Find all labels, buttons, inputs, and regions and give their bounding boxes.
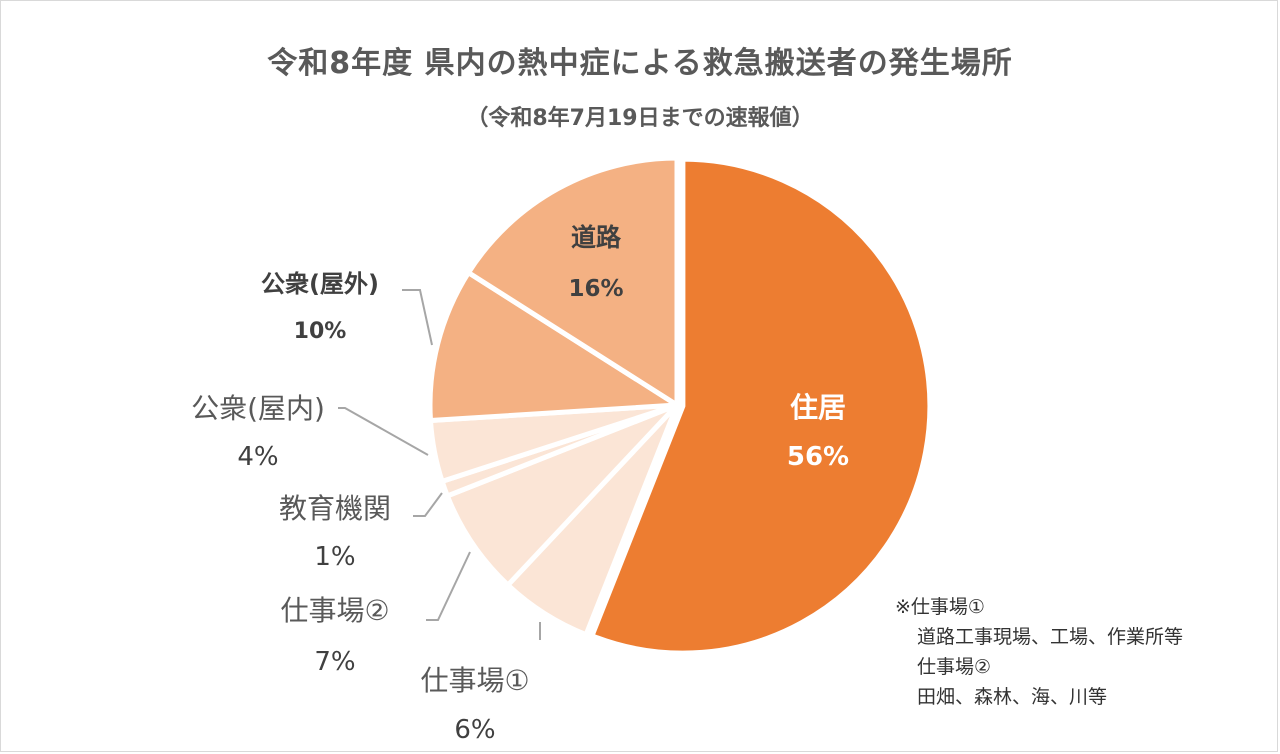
pie-slice-7 xyxy=(465,155,680,408)
chart-subtitle: （令和8年7月19日までの速報値） xyxy=(466,106,814,131)
footnote-line-3: 仕事場② xyxy=(917,656,992,678)
slice-percent-label-5: 4% xyxy=(237,442,278,472)
leader-line-5 xyxy=(338,407,429,456)
chart-title: 令和8年度 県内の熱中症による救急搬送者の発生場所 xyxy=(267,46,1013,81)
footnote-line-4: 田畑、森林、海、川等 xyxy=(917,686,1108,708)
pie-slice-1 xyxy=(589,156,933,656)
slice-name-label-4: 教育機関 xyxy=(279,492,391,525)
slice-percent-label-4: 1% xyxy=(314,542,355,572)
slice-labels: 住居 56% 仕事場① 6% 仕事場② 7% 教育機関 1% 公衆(屋内) 4% 公衆(屋外) 10%… xyxy=(191,223,849,745)
slice-percent-label-7: 16% xyxy=(568,276,623,302)
leader-line-4 xyxy=(413,492,443,517)
footnote: ※仕事場① 道路工事現場、工場、作業所等 仕事場② 田畑、森林、海、川等 xyxy=(895,592,1183,712)
footnote-line-2: 道路工事現場、工場、作業所等 xyxy=(917,626,1184,648)
slice-name-label-5: 公衆(屋内) xyxy=(191,392,325,425)
slice-percent-label-3: 7% xyxy=(314,647,355,677)
slice-name-label-1: 住居 xyxy=(790,391,846,424)
slice-percent-label-1: 56% xyxy=(787,442,849,472)
slice-name-label-2: 仕事場① xyxy=(420,664,529,697)
slice-percent-label-2: 6% xyxy=(454,715,495,745)
slice-name-label-7: 道路 xyxy=(571,223,622,252)
footnote-line-1: ※仕事場① xyxy=(895,596,985,618)
slice-name-label-6: 公衆(屋外) xyxy=(261,270,379,298)
slice-percent-label-6: 10% xyxy=(294,319,347,344)
pie-slice-6 xyxy=(427,270,680,424)
pie-slices xyxy=(427,155,933,656)
leader-lines xyxy=(338,289,541,640)
slice-name-label-3: 仕事場② xyxy=(280,594,389,627)
leader-line-3 xyxy=(426,551,471,621)
leader-line-6 xyxy=(402,289,433,346)
